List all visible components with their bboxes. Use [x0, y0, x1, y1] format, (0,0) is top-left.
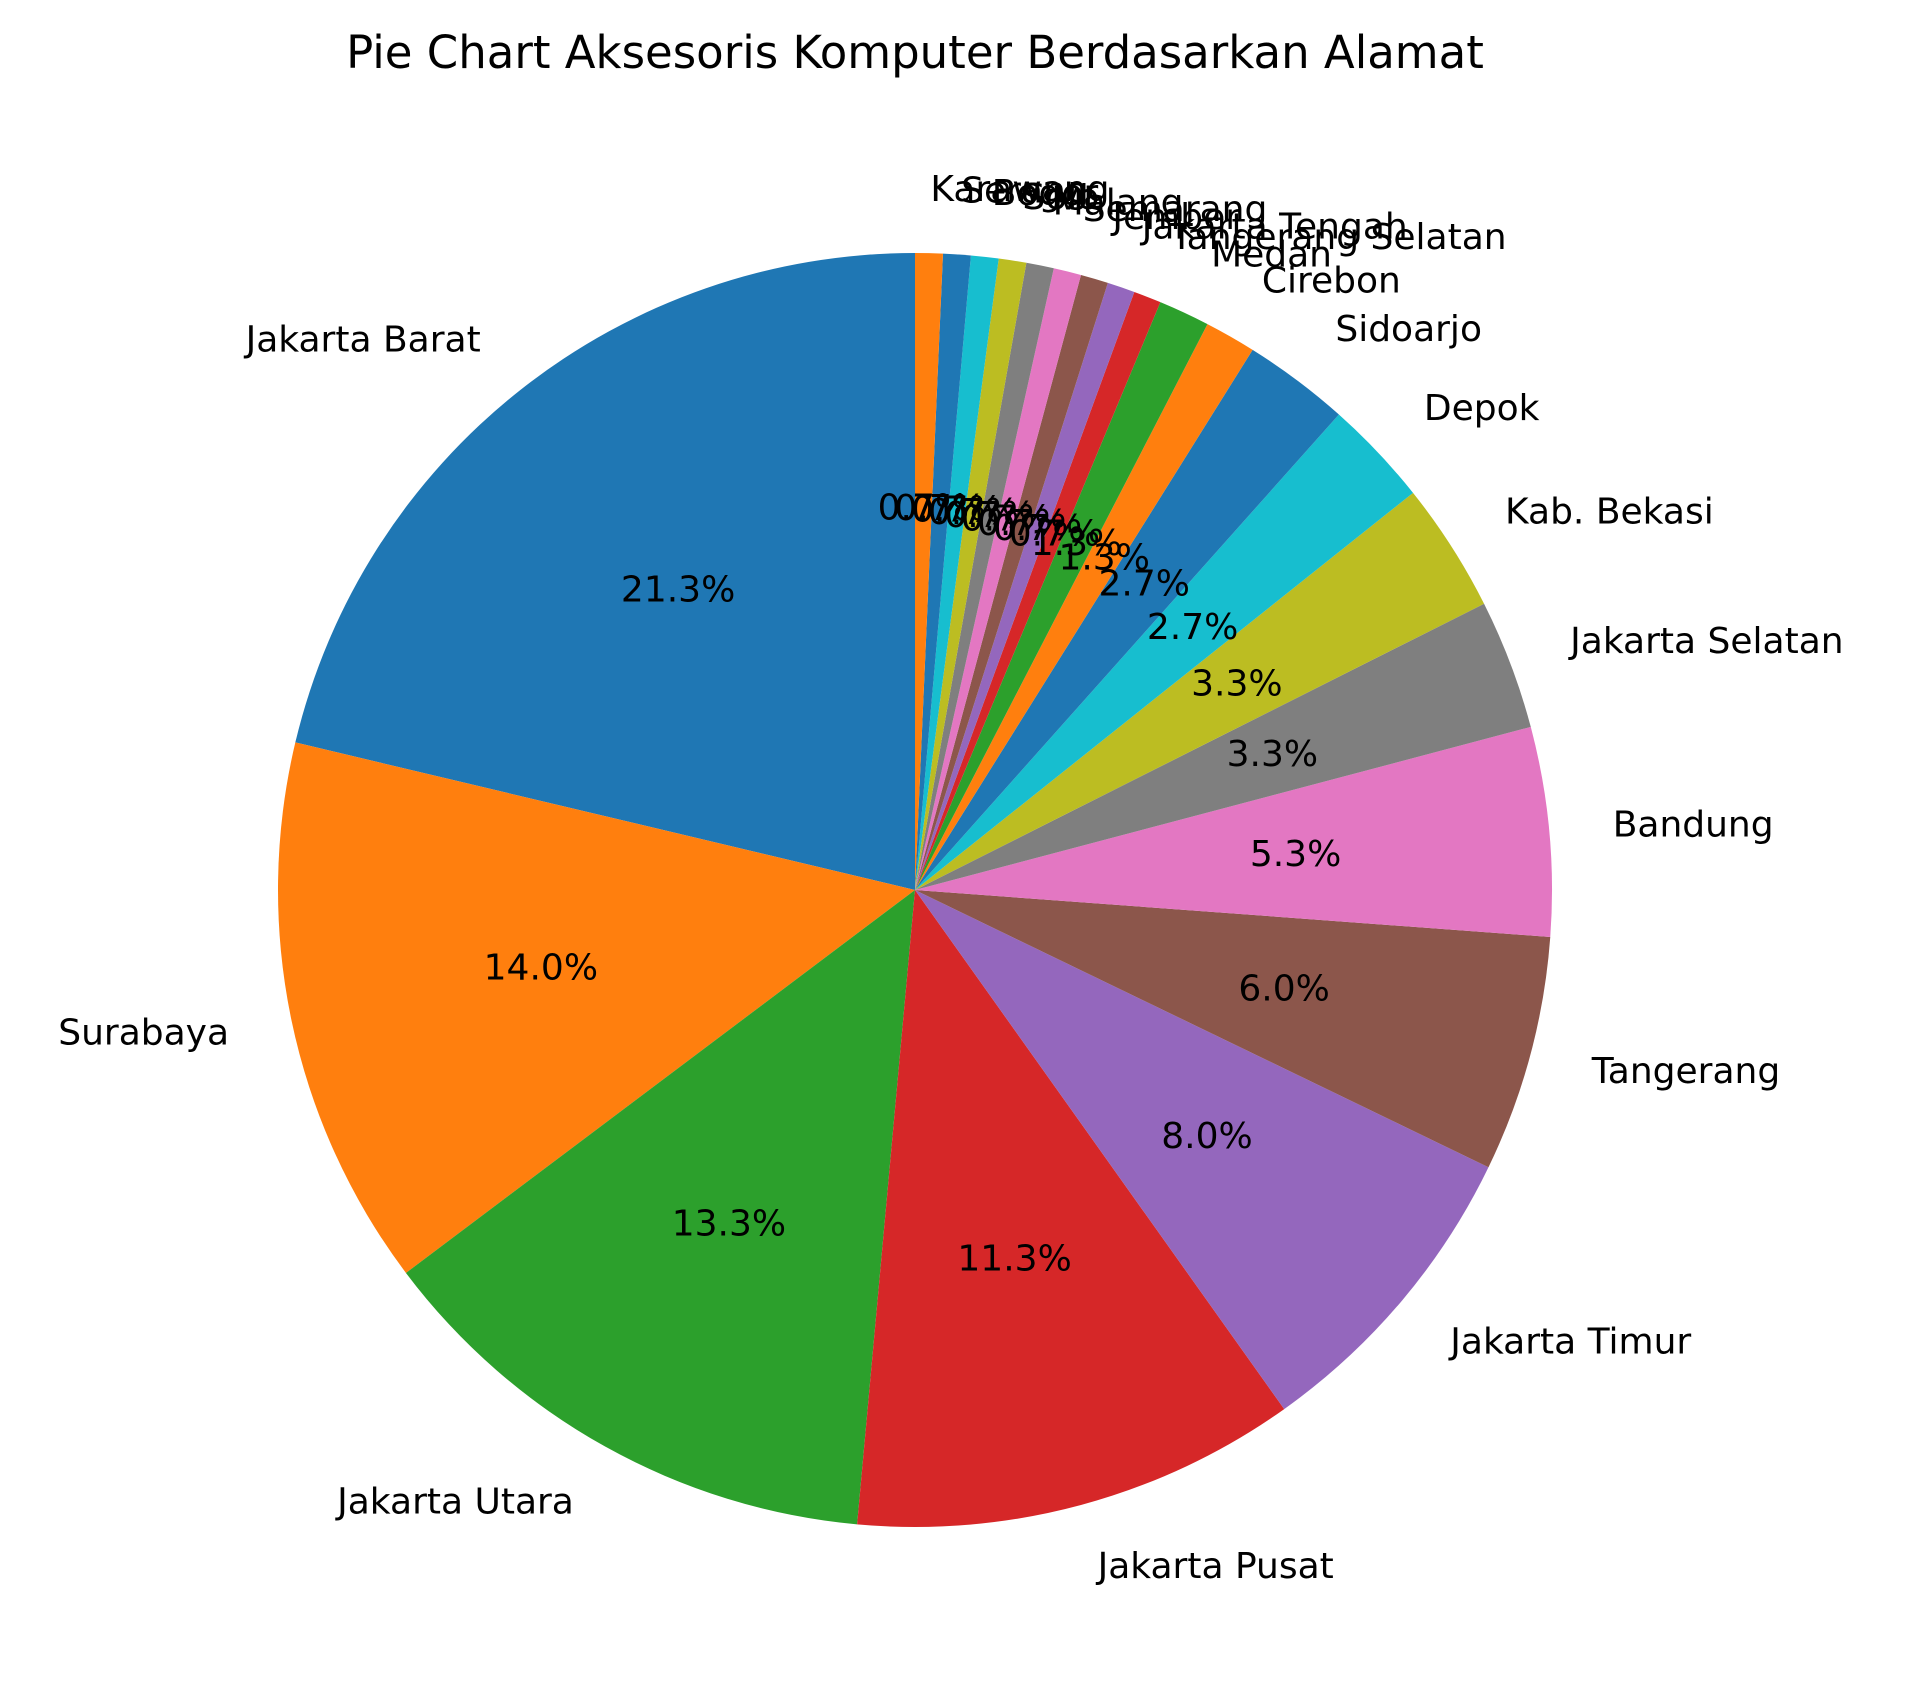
pie-slice-kab-bekasi [915, 492, 1485, 890]
category-label-jakarta-pusat: Jakarta Pusat [1096, 1546, 1334, 1587]
category-label-jakarta-timur: Jakarta Timur [1448, 1322, 1691, 1363]
category-label-jember: Jember [1110, 197, 1240, 238]
pct-label-jakarta-tengah: 0.7% [993, 508, 1084, 549]
pct-label-semarang: 0.7% [961, 498, 1052, 539]
pct-label-surabaya: 14.0% [484, 948, 598, 989]
pie-slice-bandung [915, 726, 1553, 937]
pct-label-kab-bekasi: 3.3% [1191, 663, 1282, 704]
pct-label-tangerang-selatan: 0.7% [1009, 514, 1100, 555]
pie-slice-surabaya [277, 742, 915, 1273]
pct-label-jakarta-selatan: 3.3% [1227, 734, 1318, 775]
pie-slice-bogor [915, 255, 999, 890]
category-label-surabaya: Surabaya [58, 1013, 229, 1054]
pct-label-bandung: 5.3% [1250, 834, 1341, 875]
category-label-tangerang-selatan: Tangerang Selatan [1170, 217, 1507, 258]
category-label-cirebon: Cirebon [1262, 261, 1401, 302]
category-label-semarang: Semarang [1083, 189, 1268, 230]
pie-slices [277, 252, 1553, 1527]
category-label-karawang: Karawang [930, 169, 1109, 210]
category-label-bogor: Bogor [992, 173, 1099, 214]
pie-slice-jakarta-tengah [915, 282, 1135, 890]
pie-slice-solo [915, 258, 1027, 890]
category-label-serang: Serang [961, 170, 1089, 211]
pct-label-depok: 2.7% [1147, 607, 1238, 648]
pct-label-jakarta-utara: 13.3% [672, 1203, 786, 1244]
pct-label-malang: 0.7% [944, 495, 1035, 536]
pct-label-tangerang: 6.0% [1238, 969, 1329, 1010]
category-label-jakarta-tengah: Jakarta Tengah [1140, 207, 1408, 248]
pct-label-cirebon: 1.3% [1058, 537, 1149, 578]
percentage-labels: 21.3% 14.0% 13.3% 11.3% 8.0% 6.0% 5.3% 3.3% 3.3%… [484, 487, 1342, 1279]
pct-label-jakarta-pusat: 11.3% [957, 1239, 1071, 1280]
chart-title: Pie Chart Aksesoris Komputer Berdasarkan… [346, 26, 1484, 79]
category-labels: Jakarta Barat Surabaya Jakarta Utara Jakart… [58, 169, 1843, 1587]
category-label-medan: Medan [1211, 234, 1332, 275]
pct-label-jember: 0.7% [977, 503, 1068, 544]
category-label-solo: Solo [1022, 177, 1099, 218]
pct-label-jakarta-timur: 8.0% [1161, 1116, 1252, 1157]
pct-label-serang: 0.7% [894, 488, 985, 529]
pie-slice-semarang [915, 268, 1081, 890]
category-label-bandung: Bandung [1613, 805, 1774, 846]
category-label-malang: Malang [1053, 182, 1184, 223]
pie-slice-jakarta-pusat [857, 890, 1285, 1527]
category-label-depok: Depok [1424, 388, 1540, 429]
category-label-kab-bekasi: Kab. Bekasi [1505, 492, 1714, 533]
pie-slice-jakarta-timur [915, 890, 1489, 1410]
pct-label-jakarta-barat: 21.3% [621, 570, 735, 611]
pie-slice-jember [915, 275, 1108, 890]
category-label-sidoarjo: Sidoarjo [1335, 309, 1482, 350]
category-label-jakarta-barat: Jakarta Barat [244, 320, 481, 361]
pie-slice-malang [915, 262, 1054, 890]
pie-slice-medan [915, 302, 1208, 890]
pie-slice-karawang [915, 252, 943, 890]
pie-slice-tangerang [915, 890, 1551, 1168]
category-label-jakarta-selatan: Jakarta Selatan [1568, 621, 1843, 662]
pct-label-bogor: 0.7% [911, 490, 1002, 531]
pie-slice-tangerang-selatan [915, 291, 1161, 890]
pie-slice-jakarta-utara [405, 890, 915, 1525]
pie-slice-depok [915, 414, 1414, 890]
pct-label-karawang: 0.7% [878, 487, 969, 528]
pie-slice-cirebon [915, 324, 1253, 890]
pct-label-sidoarjo: 2.7% [1099, 564, 1190, 605]
pie-slice-sidoarjo [915, 349, 1339, 891]
pct-label-medan: 1.3% [1031, 523, 1122, 564]
pie-slice-serang [915, 253, 971, 891]
category-label-tangerang: Tangerang [1591, 1051, 1780, 1092]
pct-label-solo: 0.7% [928, 492, 1019, 533]
category-label-jakarta-utara: Jakarta Utara [335, 1482, 574, 1523]
pie-slice-jakarta-selatan [915, 603, 1531, 890]
pie-slice-jakarta-barat [295, 253, 916, 890]
